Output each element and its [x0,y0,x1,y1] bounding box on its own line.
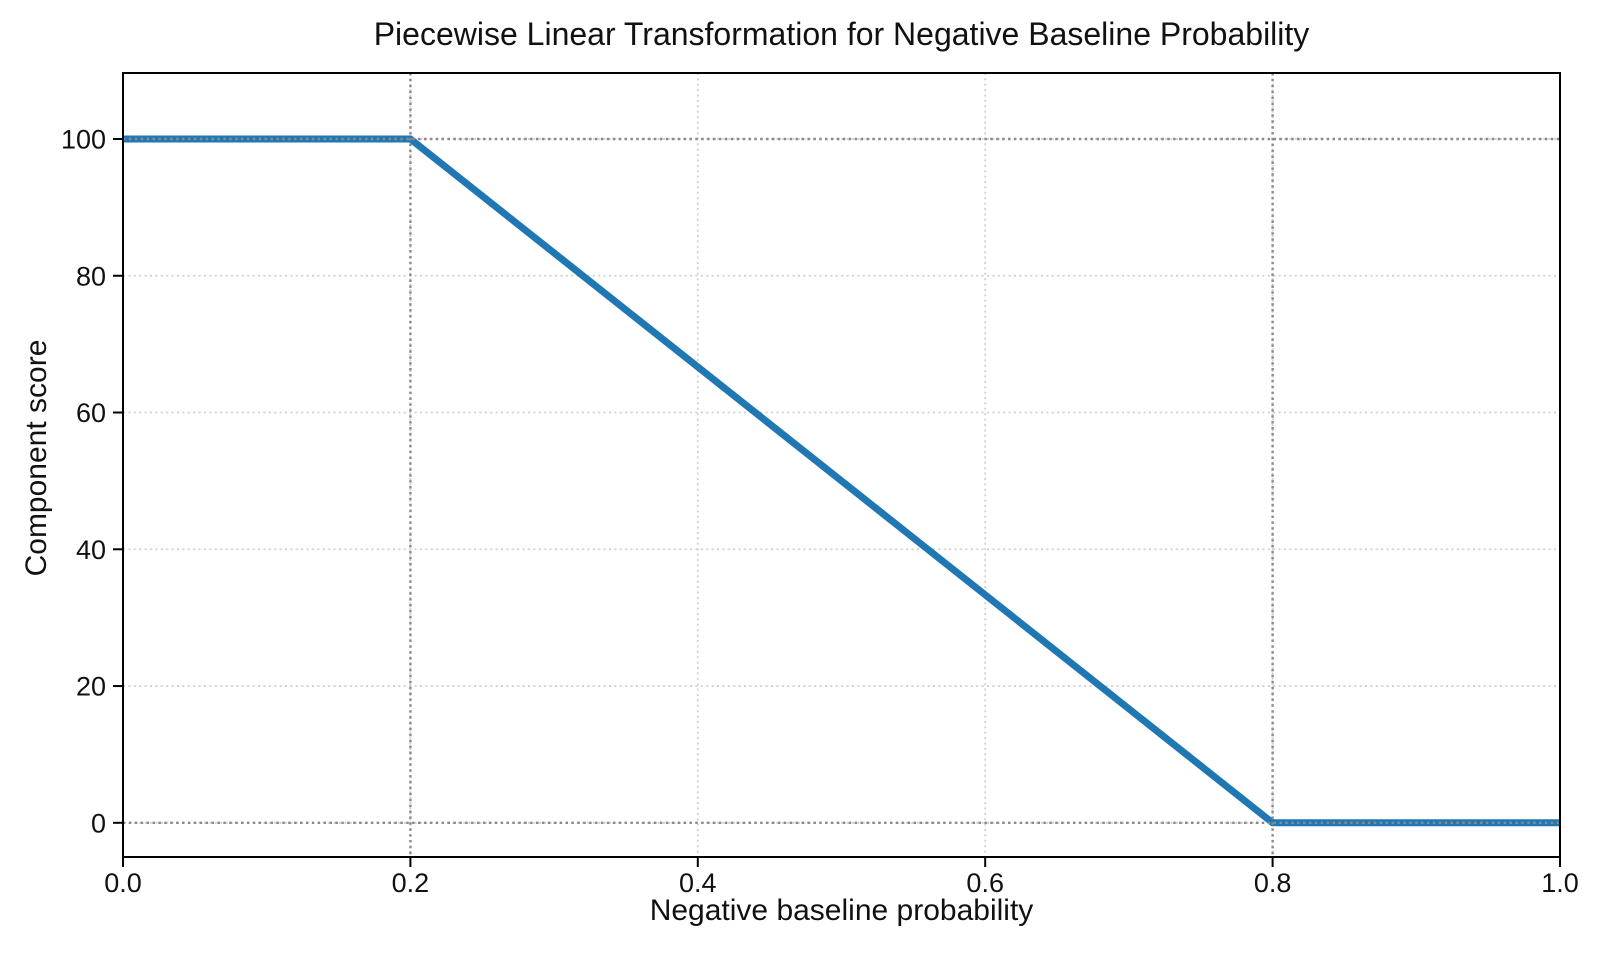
axis-ticks [113,137,1561,867]
x-axis-label: Negative baseline probability [649,894,1034,927]
y-tick-label: 80 [76,261,106,291]
x-tick-label: 0.6 [966,868,1004,898]
reference-lines [123,73,1560,857]
x-tick-label: 0.0 [104,868,142,898]
x-tick-label: 0.8 [1254,868,1292,898]
series-line [123,135,1560,827]
x-tick-label: 0.4 [679,868,717,898]
y-tick-label: 0 [91,808,106,838]
y-tick-label: 60 [76,398,106,428]
y-tick-label: 20 [76,672,106,702]
grid-lines [123,73,1560,857]
x-tick-label: 0.2 [392,868,430,898]
x-tick-label: 1.0 [1541,868,1579,898]
plot-border [122,72,1561,858]
y-tick-label: 40 [76,535,106,565]
axis-tick-labels: 0.0 0.2 0.4 0.6 0.8 1.0 0 20 40 60 80 100 [61,124,1579,898]
chart-title: Piecewise Linear Transformation for Nega… [373,16,1310,52]
y-tick-label: 100 [61,124,106,154]
